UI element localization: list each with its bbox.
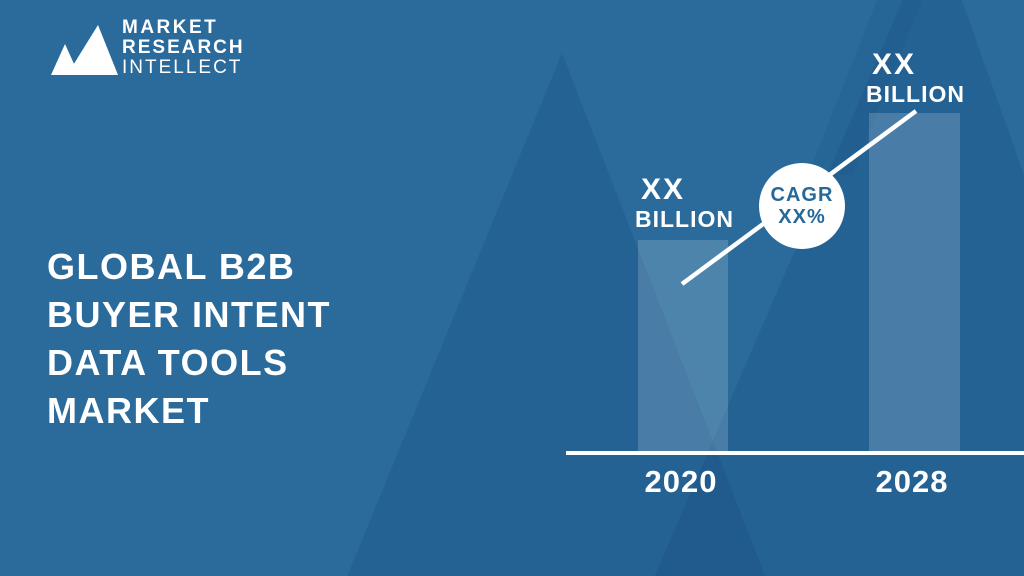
- logo-word-research: RESEARCH: [122, 37, 245, 58]
- bar-2020-value: XX: [641, 173, 686, 206]
- bar-2028: [869, 113, 960, 452]
- x-axis-line: [566, 451, 1024, 455]
- cagr-badge: CAGR XX%: [759, 163, 845, 249]
- title-line-4: MARKET: [47, 390, 210, 431]
- logo-text: MARKET RESEARCH INTELLECT: [122, 18, 245, 77]
- cagr-label: CAGR: [770, 184, 834, 206]
- bar-2020: [638, 240, 728, 452]
- logo-word-intellect: INTELLECT: [122, 57, 243, 78]
- logo-word-market: MARKET: [122, 17, 219, 38]
- bar-2020-unit: BILLION: [635, 206, 734, 232]
- bar-value-label-2028: XX BILLION: [866, 50, 965, 106]
- x-tick-2020: 2020: [644, 464, 718, 499]
- title-line-1: GLOBAL B2B: [47, 246, 296, 287]
- page-title: GLOBAL B2B BUYER INTENT DATA TOOLS MARKE…: [47, 243, 331, 435]
- title-line-2: BUYER INTENT: [47, 294, 332, 335]
- bar-value-label-2020: XX BILLION: [635, 175, 734, 231]
- title-line-3: DATA TOOLS: [47, 342, 289, 383]
- cagr-value: XX%: [778, 206, 826, 228]
- mountain-logo-icon: [51, 25, 118, 75]
- bar-2028-unit: BILLION: [866, 81, 965, 107]
- x-tick-2028: 2028: [875, 464, 949, 499]
- bar-2028-value: XX: [872, 48, 917, 81]
